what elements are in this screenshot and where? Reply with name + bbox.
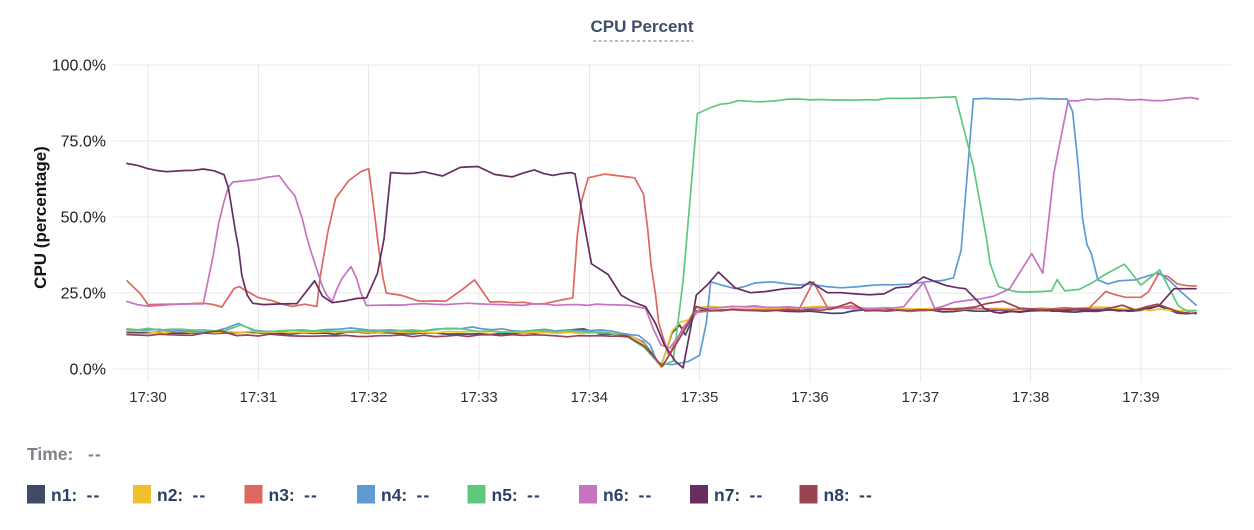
- svg-text:--: --: [193, 485, 207, 505]
- svg-text:n8:: n8:: [824, 485, 850, 505]
- svg-text:n2:: n2:: [157, 485, 183, 505]
- svg-text:17:30: 17:30: [129, 389, 167, 406]
- svg-text:100.0%: 100.0%: [52, 58, 106, 75]
- svg-text:0.0%: 0.0%: [70, 362, 106, 379]
- svg-text:Time:: Time:: [27, 444, 73, 464]
- svg-text:17:32: 17:32: [350, 389, 388, 406]
- svg-text:17:39: 17:39: [1122, 389, 1160, 406]
- svg-text:n4:: n4:: [381, 485, 407, 505]
- svg-text:--: --: [527, 485, 541, 505]
- svg-text:--: --: [750, 485, 764, 505]
- svg-text:17:38: 17:38: [1012, 389, 1050, 406]
- svg-text:75.0%: 75.0%: [61, 134, 106, 151]
- svg-text:n7:: n7:: [714, 485, 740, 505]
- svg-text:--: --: [87, 485, 101, 505]
- svg-text:n5:: n5:: [492, 485, 518, 505]
- svg-text:17:34: 17:34: [571, 389, 609, 406]
- svg-text:--: --: [639, 485, 653, 505]
- svg-text:--: --: [304, 485, 318, 505]
- svg-text:CPU (percentage): CPU (percentage): [31, 146, 50, 289]
- svg-text:n1:: n1:: [51, 485, 77, 505]
- svg-text:CPU Percent: CPU Percent: [591, 17, 694, 36]
- svg-text:17:35: 17:35: [681, 389, 719, 406]
- svg-text:25.0%: 25.0%: [61, 286, 106, 303]
- svg-text:n6:: n6:: [603, 485, 629, 505]
- svg-text:17:37: 17:37: [902, 389, 940, 406]
- svg-text:--: --: [417, 485, 431, 505]
- svg-text:17:31: 17:31: [240, 389, 278, 406]
- svg-text:17:36: 17:36: [791, 389, 829, 406]
- svg-text:17:33: 17:33: [460, 389, 498, 406]
- svg-text:50.0%: 50.0%: [61, 210, 106, 227]
- svg-text:--: --: [859, 485, 873, 505]
- svg-text:--: --: [88, 444, 102, 464]
- svg-text:n3:: n3:: [269, 485, 295, 505]
